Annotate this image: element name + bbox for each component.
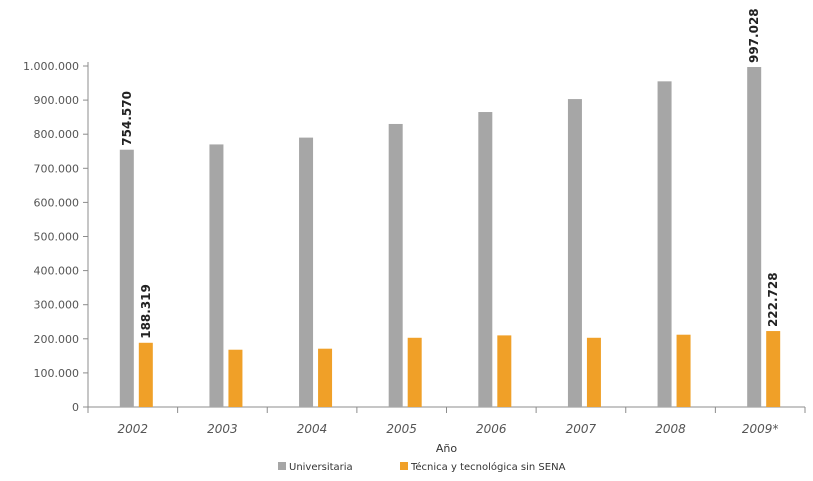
bar-tecnica-2007 bbox=[586, 337, 601, 407]
y-tick-label: 1.000.000 bbox=[23, 60, 79, 73]
legend-swatch-universitaria bbox=[278, 462, 286, 470]
data-label: 188.319 bbox=[139, 284, 153, 339]
y-tick-label: 0 bbox=[72, 401, 79, 414]
x-tick-label: 2007 bbox=[566, 422, 597, 436]
bar-universitaria-2004 bbox=[299, 137, 314, 408]
x-axis: 2002 2003 2004 2005 2006 2007 2008 2009* bbox=[87, 406, 806, 436]
x-tick-label: 2009* bbox=[742, 422, 779, 436]
y-tick-label: 600.000 bbox=[34, 196, 80, 209]
bar-tecnica-2008 bbox=[676, 334, 691, 407]
x-axis-title: Año bbox=[436, 442, 457, 455]
y-tick-label: 500.000 bbox=[34, 231, 80, 244]
bar-tecnica-2006 bbox=[497, 335, 512, 407]
bar-tecnica-2005 bbox=[407, 337, 422, 407]
data-labels: 754.570 997.028 188.319 222.728 bbox=[120, 8, 780, 338]
bar-tecnica-2003 bbox=[228, 349, 243, 407]
y-tick-label: 100.000 bbox=[34, 367, 80, 380]
bar-universitaria-2007 bbox=[567, 99, 582, 408]
bar-universitaria-2008 bbox=[657, 81, 672, 407]
y-tick-label: 400.000 bbox=[34, 265, 80, 278]
x-tick-label: 2006 bbox=[476, 422, 507, 436]
x-tick-label: 2002 bbox=[118, 422, 149, 436]
legend-label-tecnica: Técnica y tecnológica sin SENA bbox=[410, 461, 566, 473]
y-tick-label: 700.000 bbox=[34, 162, 80, 175]
x-tick-label: 2003 bbox=[207, 422, 238, 436]
y-tick-label: 800.000 bbox=[34, 128, 80, 141]
bar-tecnica-2004 bbox=[318, 348, 333, 407]
bar-universitaria-2006 bbox=[478, 112, 493, 407]
legend: Universitaria Técnica y tecnológica sin S… bbox=[278, 461, 566, 473]
y-tick-label: 900.000 bbox=[34, 94, 80, 107]
bar-tecnica-2002 bbox=[138, 342, 153, 407]
bars bbox=[119, 67, 781, 408]
bar-universitaria-2005 bbox=[388, 123, 403, 407]
bar-universitaria-2002 bbox=[119, 149, 134, 407]
y-tick-label: 300.000 bbox=[34, 299, 80, 312]
x-tick-label: 2004 bbox=[297, 422, 328, 436]
y-axis: 0 100.000 200.000 300.000 400.000 500.000 600.… bbox=[23, 60, 89, 414]
bar-tecnica-2009 bbox=[766, 331, 781, 407]
bar-universitaria-2009 bbox=[747, 67, 762, 407]
x-tick-label: 2005 bbox=[386, 422, 417, 436]
bar-universitaria-2003 bbox=[209, 144, 224, 407]
x-tick-label: 2008 bbox=[655, 422, 686, 436]
data-label: 754.570 bbox=[120, 91, 134, 146]
y-tick-label: 200.000 bbox=[34, 333, 80, 346]
legend-label-universitaria: Universitaria bbox=[289, 462, 353, 473]
data-label: 222.728 bbox=[766, 272, 780, 327]
data-label: 997.028 bbox=[747, 8, 761, 63]
legend-swatch-tecnica bbox=[400, 462, 408, 470]
